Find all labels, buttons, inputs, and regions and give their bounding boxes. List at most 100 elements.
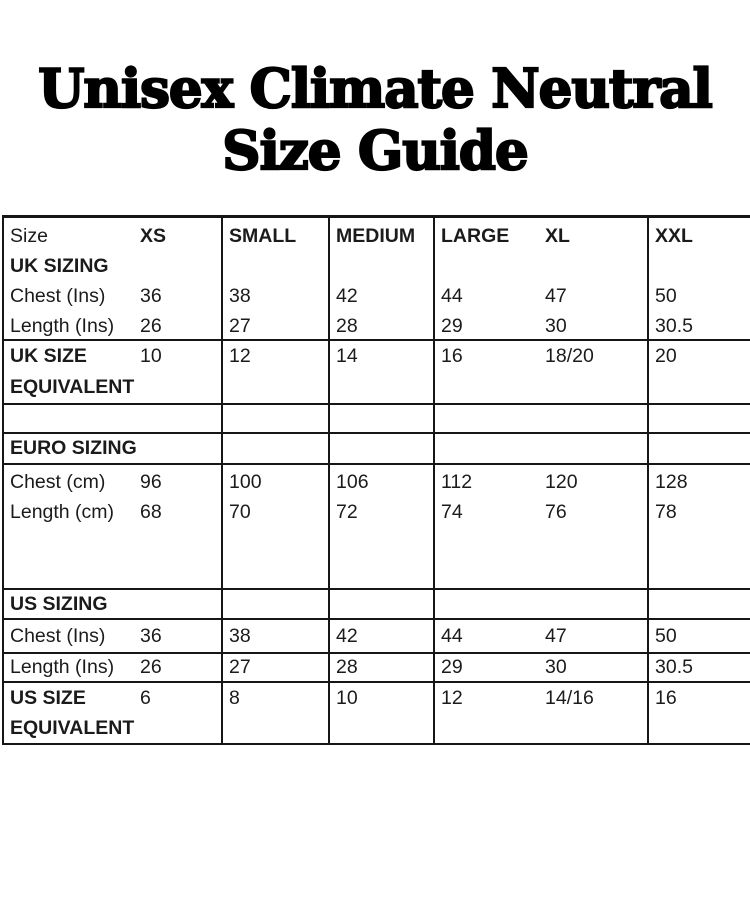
- cell-uk-eq-medium: 14: [330, 341, 435, 403]
- spacer-cell: [435, 434, 649, 463]
- us-length-xxl: 30.5: [655, 656, 693, 678]
- uk-equivalent-xs: 10: [140, 345, 162, 367]
- cell-us-chest-medium: 42: [330, 620, 435, 652]
- us-length-xl: 30: [545, 656, 567, 678]
- us-equivalent-label-2: EQUIVALENT: [10, 717, 135, 739]
- cell-us-length-small: 27: [223, 654, 330, 681]
- cell-us-chest-large-xl: 44 47: [435, 620, 649, 652]
- spacer-cell: [4, 405, 223, 432]
- euro-length-small: 70: [229, 501, 251, 523]
- header-line: Size XS: [4, 221, 221, 251]
- cell-us-eq-label: US SIZE 6 EQUIVALENT: [4, 683, 223, 743]
- uk-chest-line: Chest (Ins) 36: [4, 281, 221, 311]
- cell-us-chest-label: Chest (Ins) 36: [4, 620, 223, 652]
- uk-chest-xl: 47: [545, 285, 567, 307]
- cell-us-eq-large-xl: 12 14/16: [435, 683, 649, 743]
- uk-length-xl: 30: [545, 315, 567, 337]
- us-equivalent-medium: 10: [336, 687, 358, 709]
- uk-chest-xs: 36: [140, 285, 162, 307]
- cell-euro-xxl: 128 78: [649, 465, 750, 588]
- us-equivalent-small: 8: [229, 687, 240, 709]
- us-equivalent-xl: 14/16: [545, 687, 594, 709]
- us-chest-xl: 47: [545, 625, 567, 647]
- spacer-cell: [223, 590, 330, 618]
- cell-small: SMALL 38 27: [223, 218, 330, 339]
- size-guide-table: Size XS UK SIZING Chest (Ins) 36 Length …: [2, 215, 750, 745]
- title-line-2: Size Guide: [221, 119, 530, 183]
- euro-length-xs: 68: [140, 501, 162, 523]
- us-length-label: Length (Ins): [10, 656, 115, 678]
- cell-euro-section: EURO SIZING: [4, 434, 223, 463]
- column-header-small: SMALL: [229, 225, 297, 247]
- spacer-cell: [649, 434, 750, 463]
- cell-us-eq-medium: 10: [330, 683, 435, 743]
- euro-chest-label: Chest (cm): [10, 471, 106, 493]
- euro-length-xxl: 78: [655, 501, 677, 523]
- cell-medium: MEDIUM 42 28: [330, 218, 435, 339]
- uk-length-xs: 26: [140, 315, 162, 337]
- table-row-spacer: [4, 405, 750, 434]
- cell-uk-eq-large-xl: 16 18/20: [435, 341, 649, 403]
- us-length-small: 27: [229, 656, 251, 678]
- us-chest-xxl: 50: [655, 625, 677, 647]
- cell-uk-eq-small: 12: [223, 341, 330, 403]
- euro-length-xl: 76: [545, 501, 567, 523]
- uk-equivalent-label-1: UK SIZE: [10, 345, 87, 367]
- cell-size-xs: Size XS UK SIZING Chest (Ins) 36 Length …: [4, 218, 223, 339]
- cell-xxl: XXL 50 30.5: [649, 218, 750, 339]
- uk-equivalent-xxl: 20: [655, 345, 677, 367]
- uk-equivalent-large: 16: [441, 345, 463, 367]
- cell-us-length-large-xl: 29 30: [435, 654, 649, 681]
- cell-euro-small: 100 70: [223, 465, 330, 588]
- table-row-us-length: Length (Ins) 26 27 28 29 30 30.5: [4, 654, 750, 683]
- table-row-us-header: US SIZING: [4, 590, 750, 620]
- cell-euro-labels: Chest (cm) 96 Length (cm) 68: [4, 465, 223, 588]
- spacer-cell: [330, 590, 435, 618]
- uk-chest-xxl: 50: [655, 285, 677, 307]
- table-row-us-chest: Chest (Ins) 36 38 42 44 47 50: [4, 620, 750, 654]
- euro-length-label: Length (cm): [10, 501, 115, 523]
- spacer-cell: [330, 405, 435, 432]
- cell-us-length-xxl: 30.5: [649, 654, 750, 681]
- column-header-xxl: XXL: [655, 225, 693, 247]
- us-length-medium: 28: [336, 656, 358, 678]
- euro-chest-xxl: 128: [655, 471, 688, 493]
- table-row-uk-equivalent: UK SIZE 10 EQUIVALENT 12 14 16 18/20 20: [4, 341, 750, 405]
- uk-length-large: 29: [441, 315, 463, 337]
- cell-us-section: US SIZING: [4, 590, 223, 618]
- uk-equivalent-medium: 14: [336, 345, 358, 367]
- cell-us-length-medium: 28: [330, 654, 435, 681]
- euro-chest-xl: 120: [545, 471, 578, 493]
- us-length-large: 29: [441, 656, 463, 678]
- table-row-euro-header: EURO SIZING: [4, 434, 750, 465]
- cell-us-chest-xxl: 50: [649, 620, 750, 652]
- euro-length-medium: 72: [336, 501, 358, 523]
- us-chest-medium: 42: [336, 625, 358, 647]
- us-chest-small: 38: [229, 625, 251, 647]
- us-chest-large: 44: [441, 625, 463, 647]
- table-row-us-equivalent: US SIZE 6 EQUIVALENT 8 10 12 14/16 16: [4, 683, 750, 745]
- page-title: Unisex Climate Neutral Size Guide: [0, 57, 750, 183]
- title-line-1: Unisex Climate Neutral: [37, 57, 714, 121]
- euro-chest-small: 100: [229, 471, 262, 493]
- cell-us-eq-xxl: 16: [649, 683, 750, 743]
- uk-length-small: 27: [229, 315, 251, 337]
- uk-sizing-line: UK SIZING: [4, 251, 221, 281]
- us-chest-label: Chest (Ins): [10, 625, 106, 647]
- uk-chest-small: 38: [229, 285, 251, 307]
- us-section-label: US SIZING: [10, 593, 108, 615]
- spacer-cell: [223, 434, 330, 463]
- cell-uk-eq-xxl: 20: [649, 341, 750, 403]
- us-chest-xs: 36: [140, 625, 162, 647]
- cell-euro-large-xl: 112 120 74 76: [435, 465, 649, 588]
- uk-length-line: Length (Ins) 26: [4, 311, 221, 339]
- us-equivalent-large: 12: [441, 687, 463, 709]
- uk-chest-large: 44: [441, 285, 463, 307]
- cell-large-xl: LARGE XL 44 47 29 30: [435, 218, 649, 339]
- uk-chest-medium: 42: [336, 285, 358, 307]
- cell-us-eq-small: 8: [223, 683, 330, 743]
- uk-equivalent-xl: 18/20: [545, 345, 594, 367]
- euro-chest-medium: 106: [336, 471, 369, 493]
- spacer-cell: [330, 434, 435, 463]
